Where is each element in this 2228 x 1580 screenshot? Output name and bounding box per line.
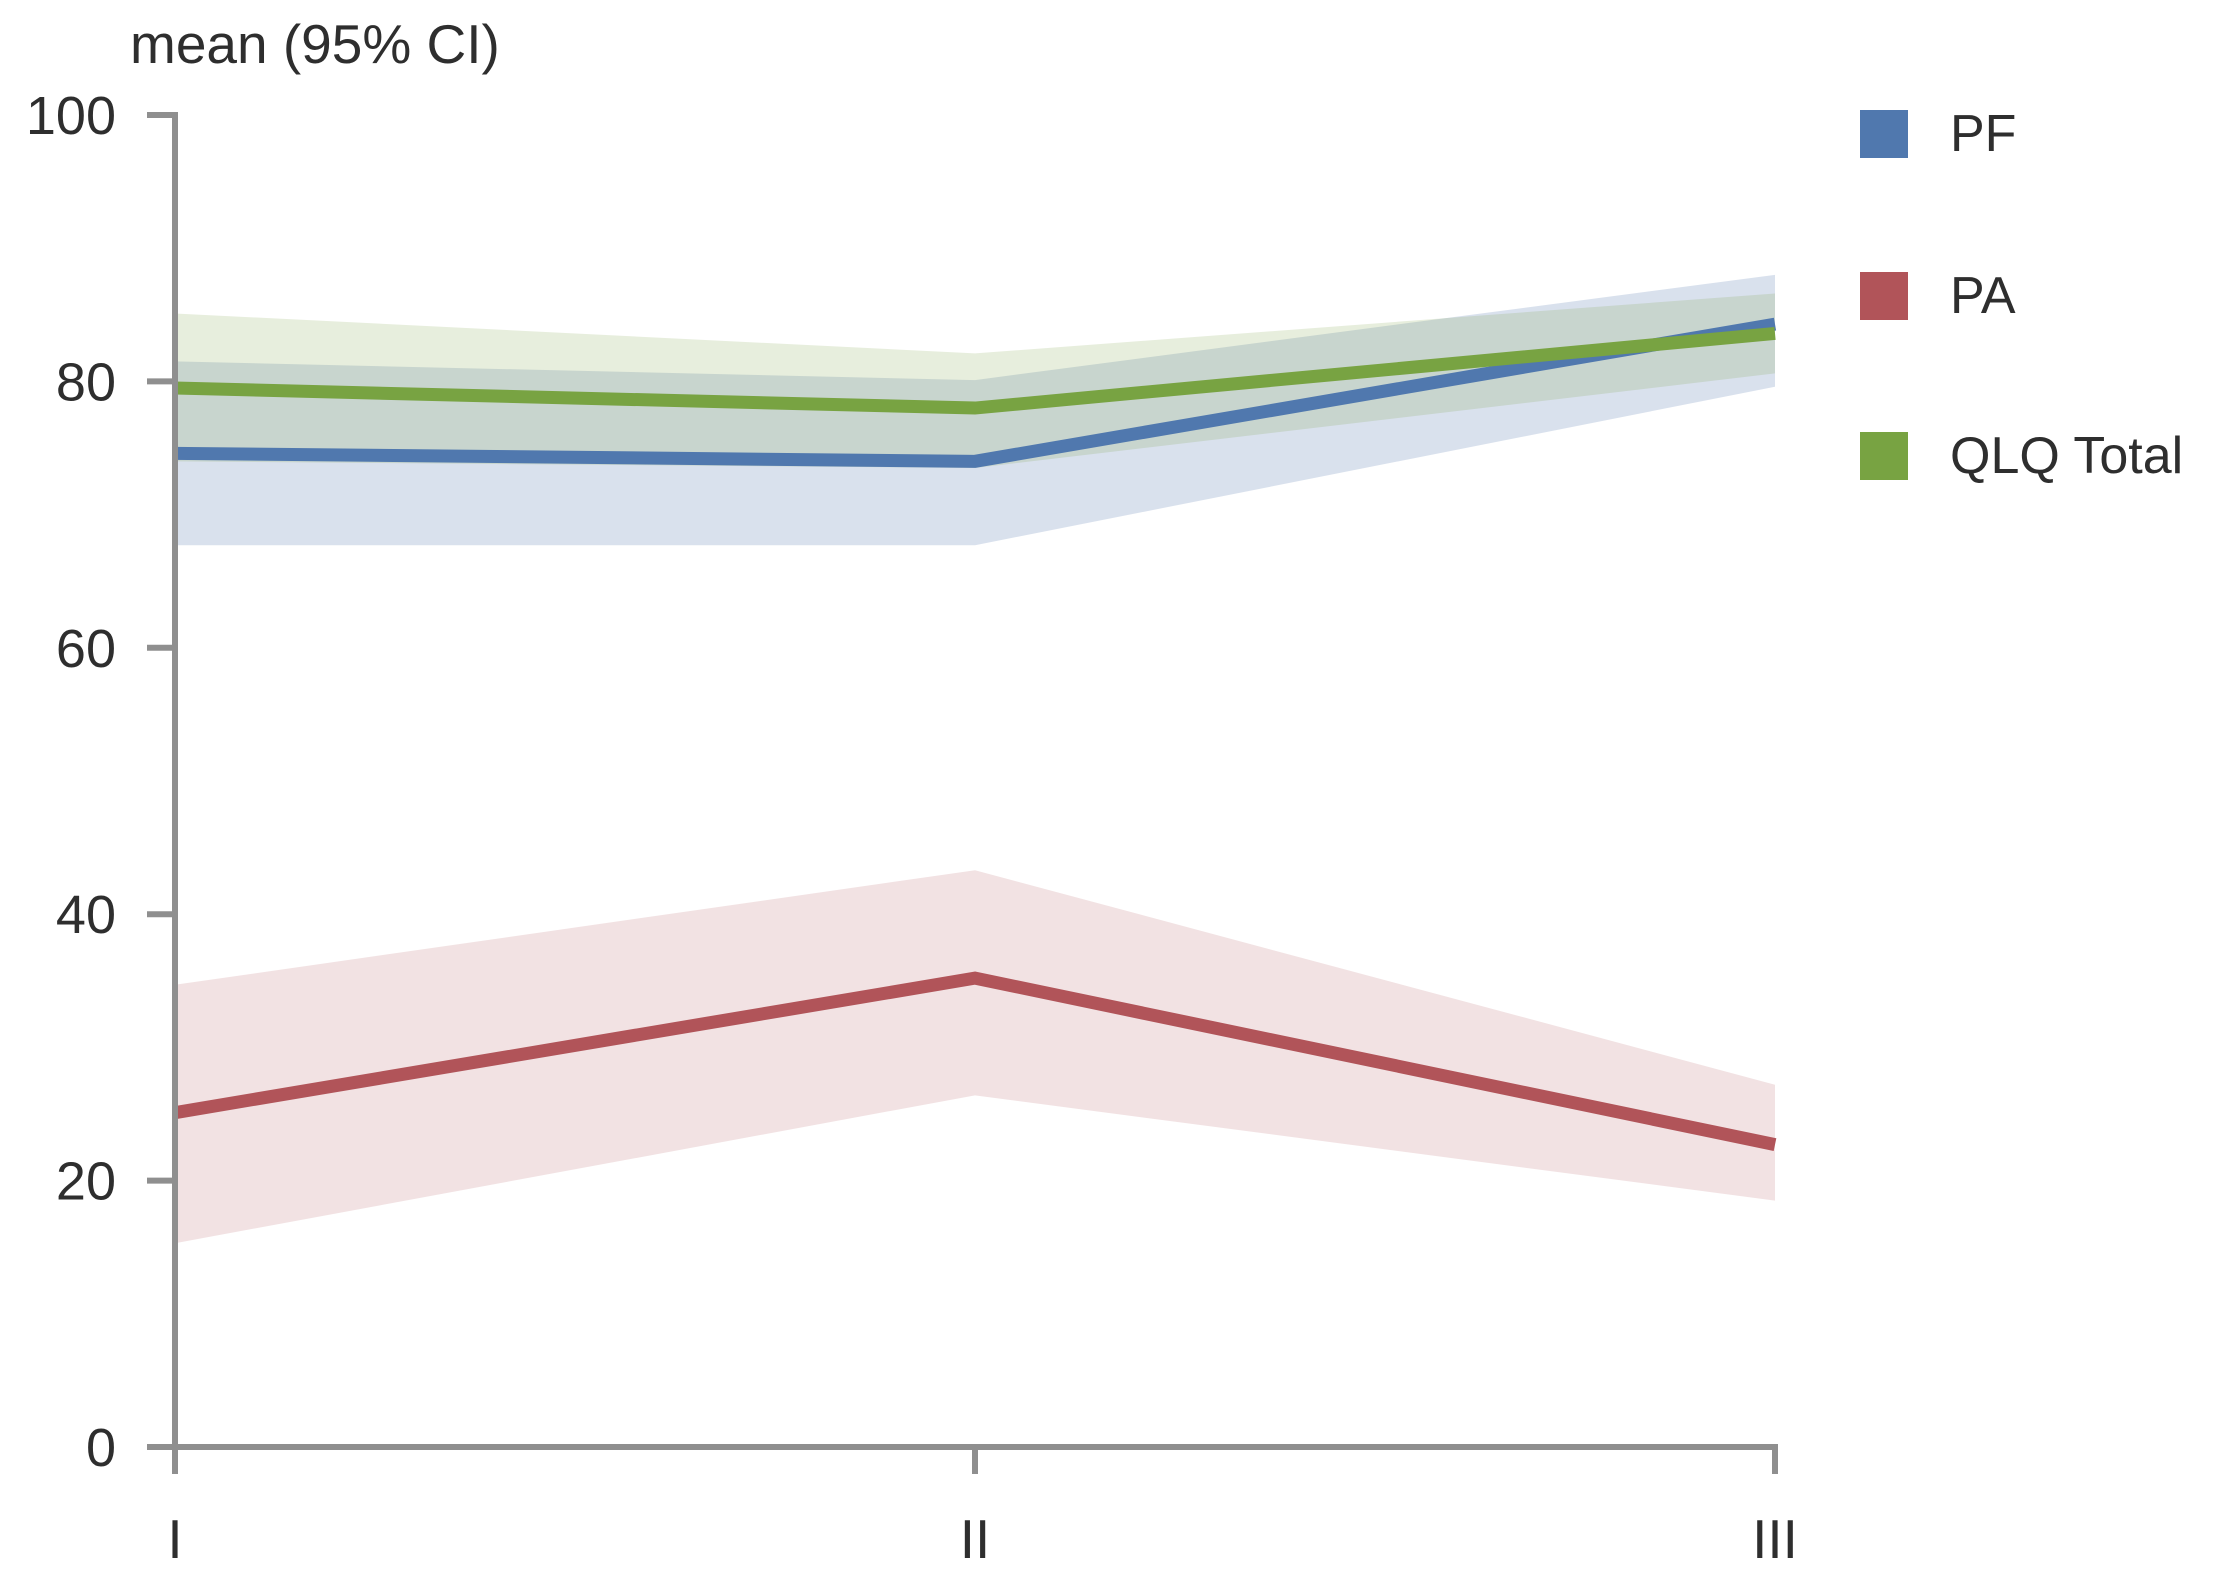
legend-item-pf: PF bbox=[1860, 104, 2016, 164]
pa-ci-band bbox=[175, 870, 1775, 1244]
y-tick-label: 20 bbox=[56, 1152, 116, 1212]
y-tick-label: 40 bbox=[56, 885, 116, 945]
qlq-total-ci-band bbox=[175, 293, 1775, 468]
legend-item-pa: PA bbox=[1860, 266, 2016, 326]
pa-mean-line bbox=[173, 971, 1777, 1151]
x-tick-label: II bbox=[960, 1508, 991, 1570]
qlq-total-mean-line bbox=[174, 326, 1776, 415]
x-tick-label: I bbox=[167, 1508, 182, 1570]
legend-item-qlq: QLQ Total bbox=[1860, 426, 2183, 486]
y-tick-label: 100 bbox=[26, 86, 116, 146]
legend-label-pf: PF bbox=[1950, 105, 2017, 163]
y-tick-label: 0 bbox=[86, 1418, 116, 1478]
legend-label-pa: PA bbox=[1950, 267, 2016, 325]
y-tick-label: 60 bbox=[56, 619, 116, 679]
y-tick-label: 80 bbox=[56, 352, 116, 412]
qlq-swatch-icon bbox=[1860, 432, 1908, 480]
chart-title: mean (95% CI) bbox=[130, 13, 500, 75]
pf-swatch-icon bbox=[1860, 110, 1908, 158]
pf-mean-line bbox=[174, 317, 1777, 468]
pa-swatch-icon bbox=[1860, 272, 1908, 320]
x-tick-label: III bbox=[1752, 1508, 1798, 1570]
legend-label-qlq: QLQ Total bbox=[1950, 427, 2184, 485]
